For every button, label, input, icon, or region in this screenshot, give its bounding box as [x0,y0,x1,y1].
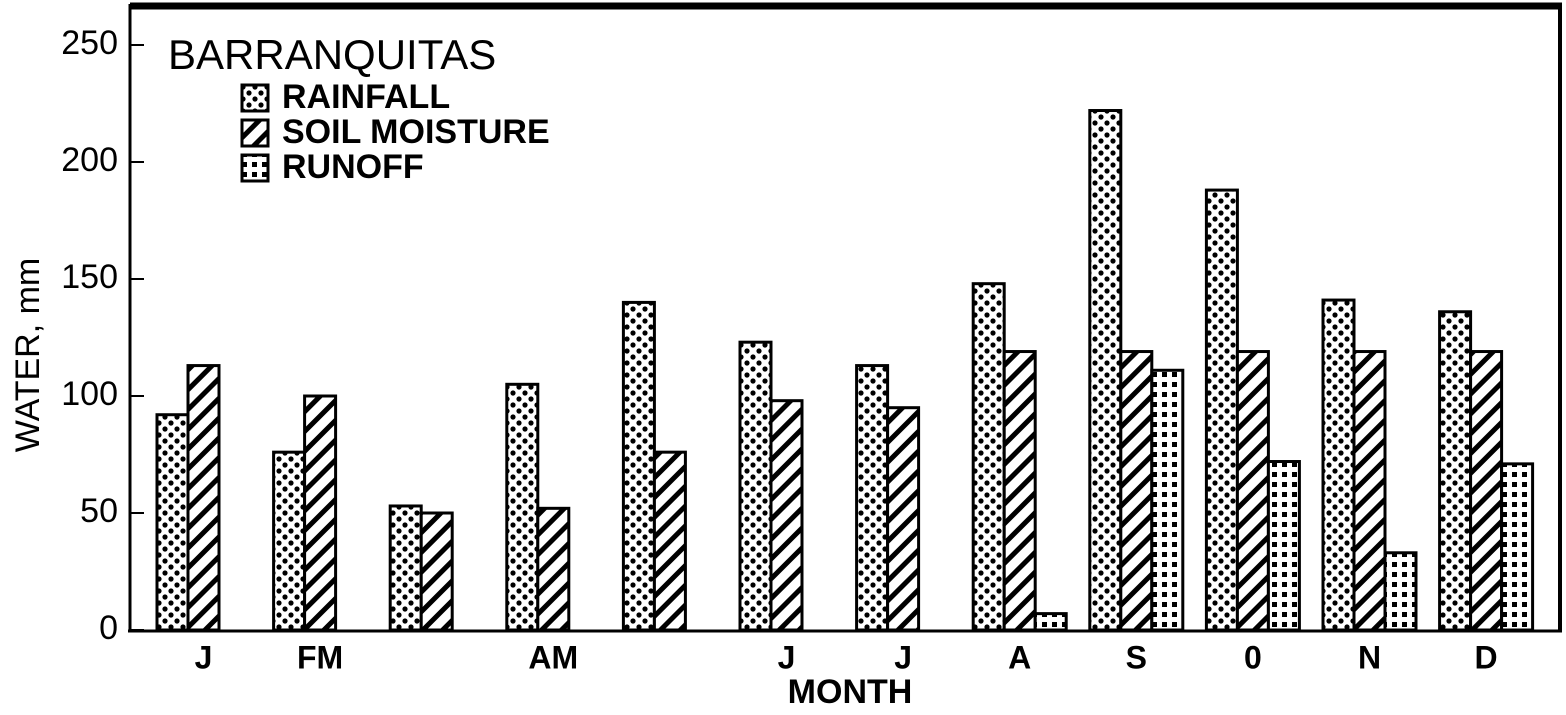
bar [886,406,921,632]
bar [1002,350,1037,632]
bar [1383,551,1418,632]
bar [1321,298,1356,632]
y-tick-label: 50 [80,492,118,530]
bar [1119,350,1154,632]
bar [971,282,1006,632]
x-tick-label: FM [297,639,343,675]
x-tick-label: S [1126,639,1147,675]
bar [1500,462,1535,632]
bar [186,364,221,632]
bar [1438,310,1473,632]
x-tick-label: 0 [1244,639,1262,675]
bar [1088,109,1123,632]
x-tick-label: J [195,639,213,675]
bar [1204,188,1239,632]
y-axis-label: WATER, mm [9,258,47,453]
bar [621,300,656,632]
bar [738,340,773,632]
legend-label: RUNOFF [282,148,424,186]
bar [1469,350,1504,632]
bar [769,399,804,632]
bar [1352,350,1387,632]
y-tick-label: 250 [61,24,118,62]
y-tick-label: 100 [61,375,118,413]
x-tick-label: A [1008,639,1031,675]
bar [155,413,190,632]
x-tick-label: AM [528,639,578,675]
x-tick-label: N [1358,639,1381,675]
chart-title: BARRANQUITAS [168,31,496,78]
bar [855,364,890,632]
x-tick-label: J [894,639,912,675]
bar [1033,612,1068,632]
x-tick-label: D [1475,639,1498,675]
legend-swatch [240,118,270,148]
bar [1266,460,1301,632]
bar [536,506,571,632]
bar [419,511,454,632]
legend-swatch [240,83,270,113]
legend-label: RAINFALL [282,78,450,116]
bar [388,504,423,632]
bar [1150,368,1185,632]
bar [272,450,307,632]
legend-swatch [240,153,270,183]
bar [1235,350,1270,632]
legend-label: SOIL MOISTURE [282,113,550,151]
x-axis-label: MONTH [788,673,913,711]
y-tick-label: 200 [61,141,118,179]
x-tick-label: J [778,639,796,675]
bar [303,394,338,632]
bar [505,382,540,632]
bar [652,450,687,632]
y-tick-label: 150 [61,258,118,296]
y-tick-label: 0 [99,609,118,647]
